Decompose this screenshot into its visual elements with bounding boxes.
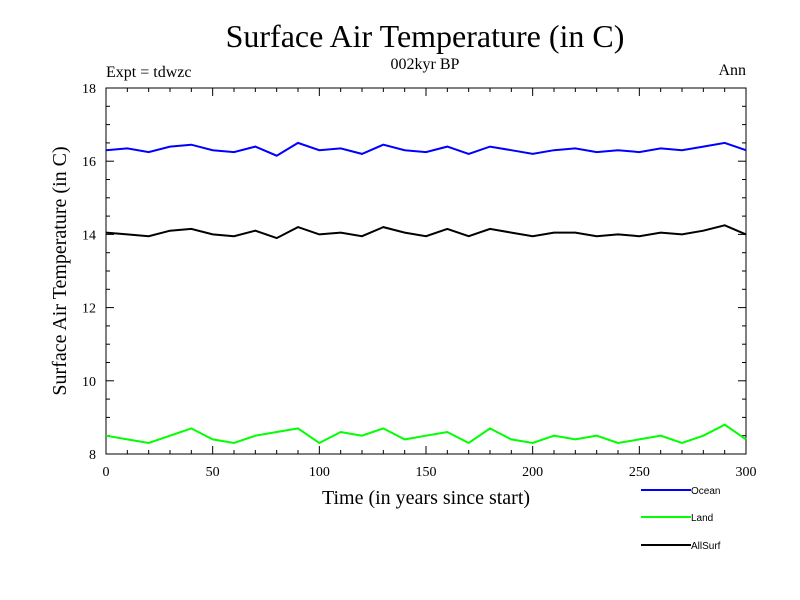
series-line-land xyxy=(105,423,747,445)
y-axis-ticks: 8 10 12 14 16 18 xyxy=(82,82,746,463)
y-tick-label: 14 xyxy=(82,228,96,243)
legend-label-allsurf: AllSurf xyxy=(691,541,721,552)
x-axis-label: Time (in years since start) xyxy=(322,487,530,509)
chart-title: Surface Air Temperature (in C) xyxy=(226,18,625,54)
x-axis-ticks: 0 50 100 150 200 250 300 xyxy=(103,88,757,480)
x-tick-label: 300 xyxy=(736,465,757,480)
y-axis-label: Surface Air Temperature (in C) xyxy=(49,146,71,395)
x-tick-label: 250 xyxy=(629,465,650,480)
y-tick-label: 10 xyxy=(82,375,96,390)
x-tick-label: 0 xyxy=(103,465,110,480)
legend-label-land: Land xyxy=(691,513,713,524)
season-label: Ann xyxy=(718,62,746,79)
x-tick-label: 200 xyxy=(522,465,543,480)
legend: Ocean Land AllSurf xyxy=(641,486,721,552)
series-line-ocean xyxy=(105,141,747,157)
y-tick-label: 12 xyxy=(82,302,96,317)
legend-label-ocean: Ocean xyxy=(691,486,720,497)
chart-subtitle: 002kyr BP xyxy=(391,56,460,73)
y-tick-label: 16 xyxy=(82,155,96,170)
series-line-allsurf xyxy=(105,224,747,240)
experiment-label: Expt = tdwzc xyxy=(106,64,191,81)
x-tick-label: 150 xyxy=(416,465,437,480)
x-tick-label: 100 xyxy=(309,465,330,480)
x-tick-label: 50 xyxy=(206,465,220,480)
y-tick-label: 18 xyxy=(82,82,96,97)
y-tick-label: 8 xyxy=(89,448,96,463)
series-lines xyxy=(105,141,747,445)
plot-frame xyxy=(105,87,747,455)
